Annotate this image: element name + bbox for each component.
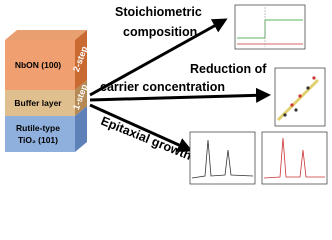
- layer-stack: NbON (100) Buffer layer Rutile-type TiO₂…: [5, 30, 90, 152]
- top-face: [5, 30, 87, 40]
- graphical-abstract: NbON (100) Buffer layer Rutile-type TiO₂…: [5, 4, 328, 185]
- buffer-layer: [5, 90, 75, 116]
- outcome-text: carrier concentration: [100, 80, 225, 94]
- layer-label: Buffer layer: [14, 98, 62, 108]
- layer-label: TiO₂ (101): [18, 135, 58, 145]
- thumbnail-carrier: [274, 67, 326, 127]
- outcome-text: Epitaxial growth: [99, 114, 194, 163]
- arrow: [89, 103, 193, 152]
- nbon-side: [75, 30, 87, 90]
- arrow: [89, 18, 228, 97]
- layer-label: Rutile-type: [16, 123, 60, 133]
- outcome-text: Stoichiometric: [115, 5, 202, 19]
- thumbnail-composition: [234, 4, 306, 50]
- thumbnail-xrd: [189, 131, 328, 185]
- nbon-layer: [5, 40, 75, 90]
- outcome-text: Reduction of: [190, 62, 267, 76]
- outcome-text: composition: [123, 25, 197, 39]
- tio2-layer: [5, 116, 75, 152]
- tio2-side: [75, 106, 87, 152]
- buffer-side: [75, 80, 87, 116]
- arrow: [89, 87, 271, 103]
- layer-label: NbON (100): [15, 60, 61, 70]
